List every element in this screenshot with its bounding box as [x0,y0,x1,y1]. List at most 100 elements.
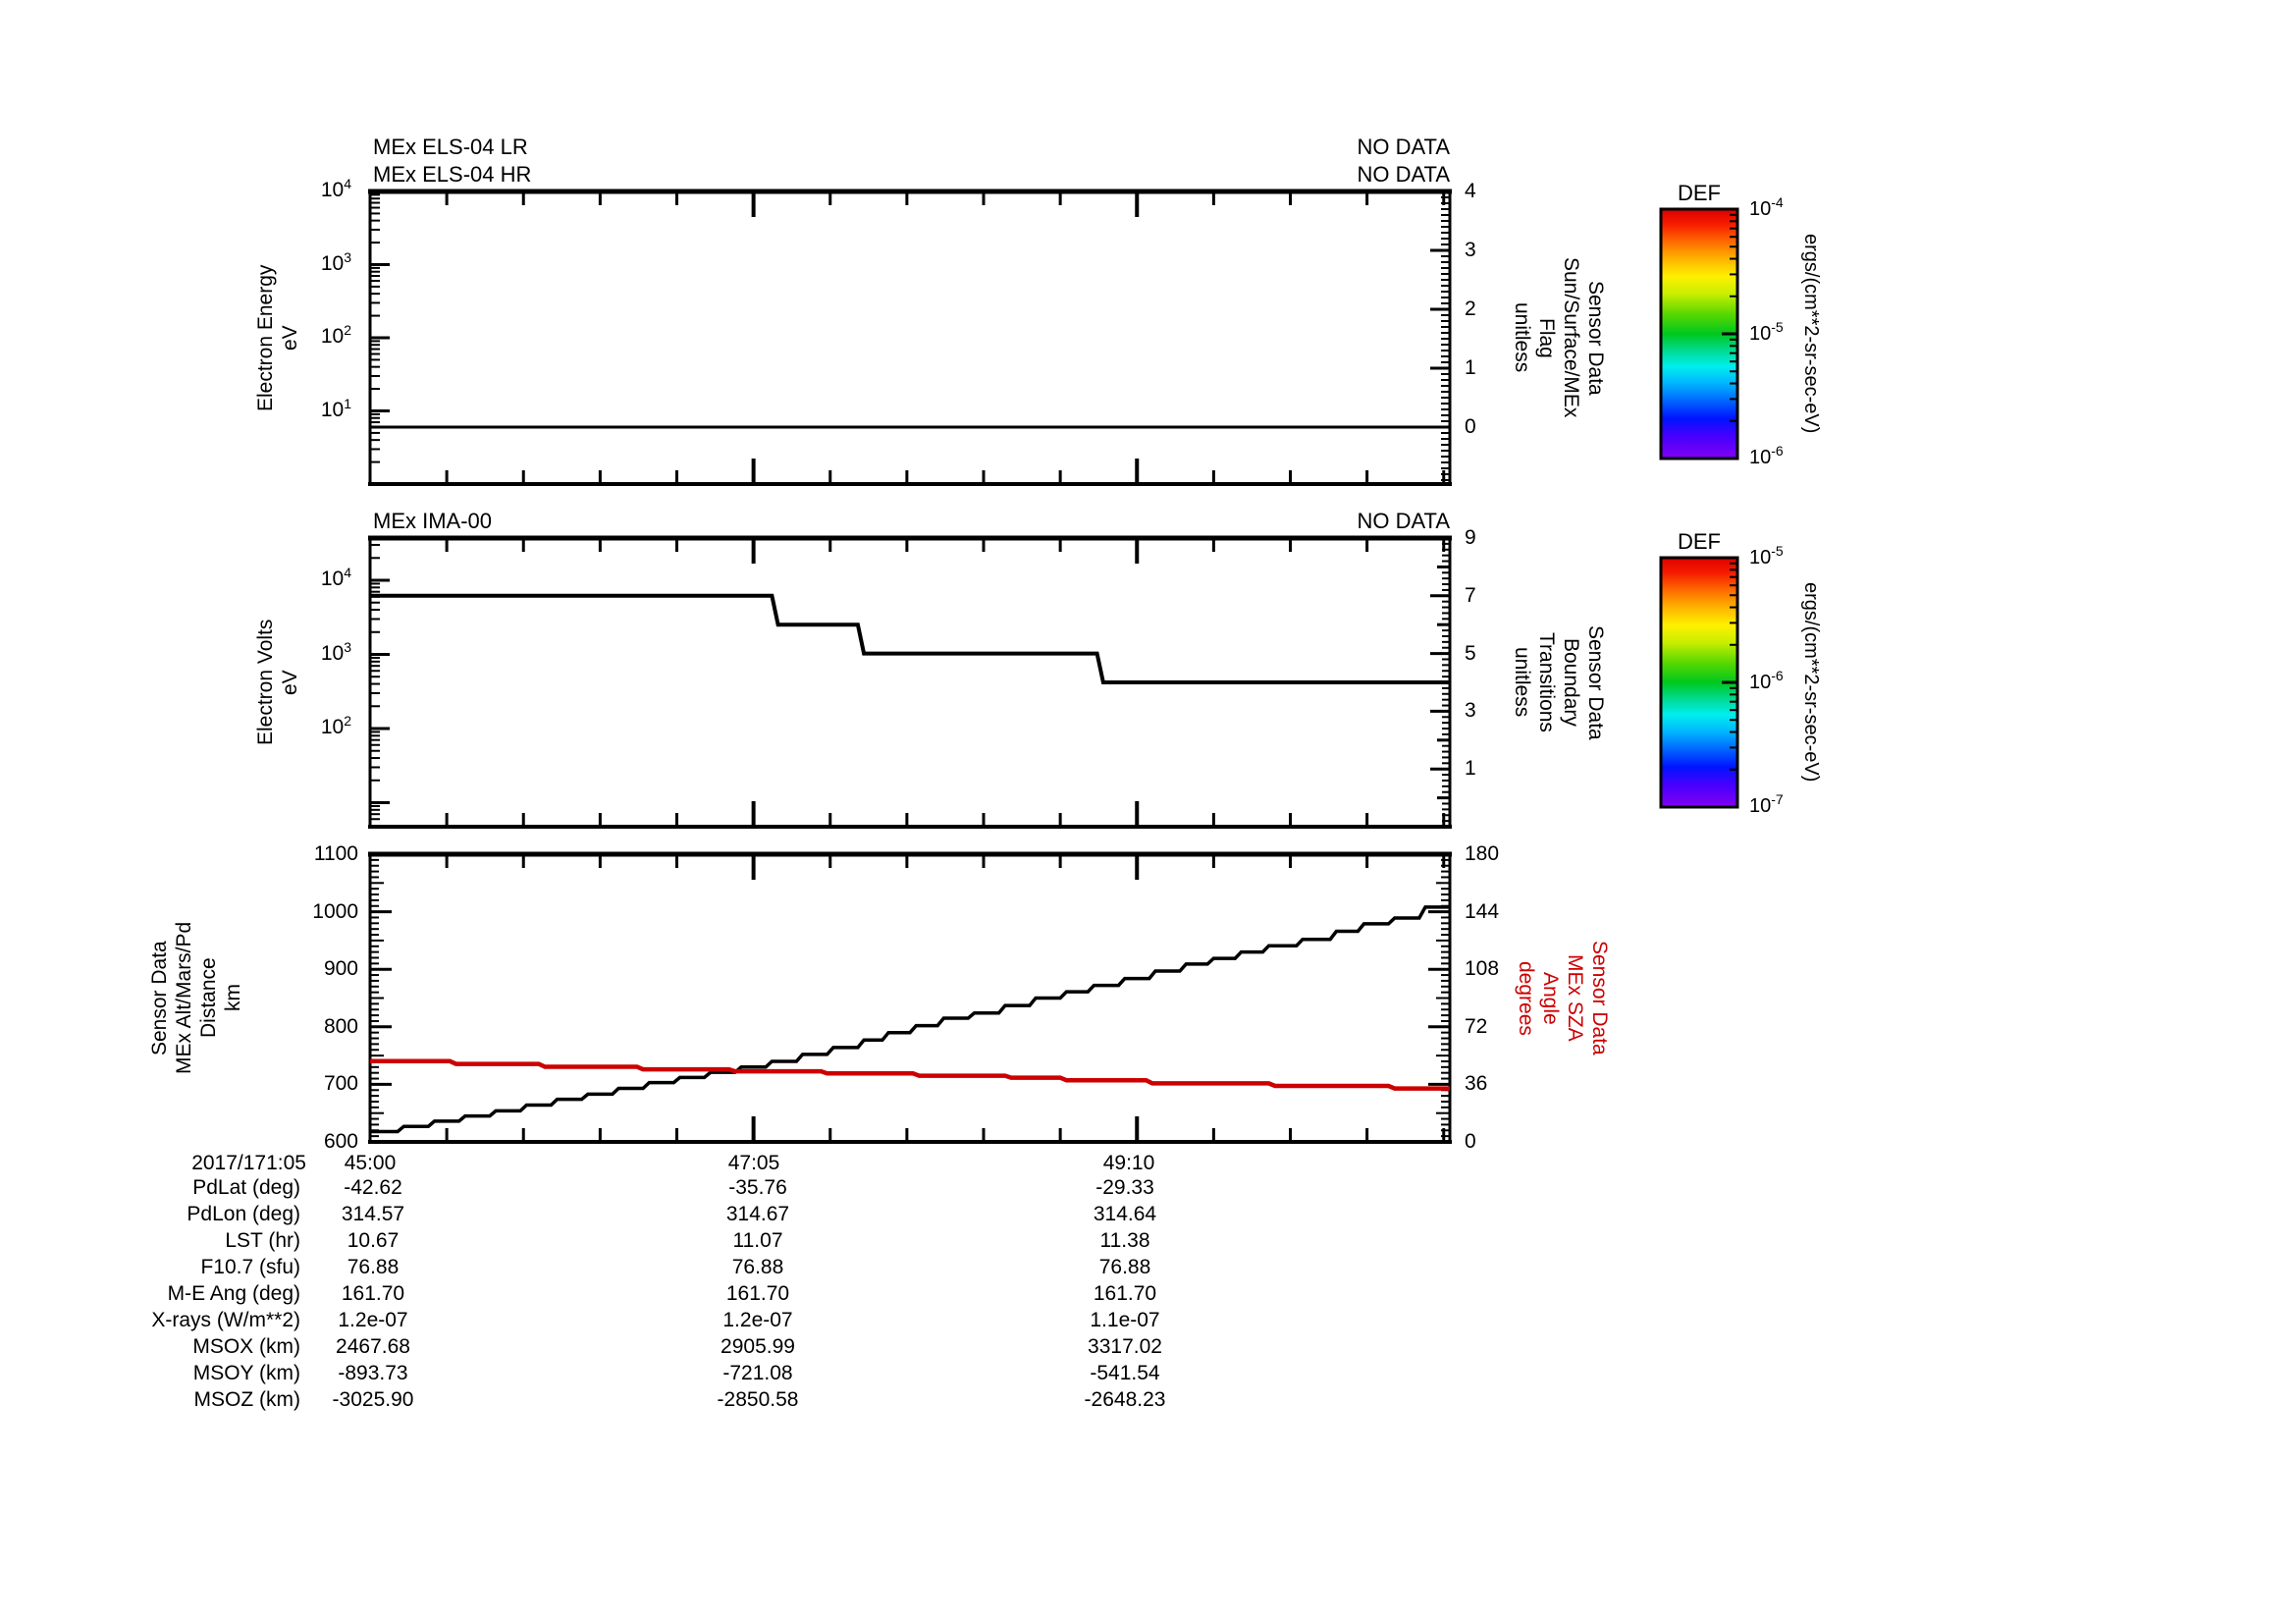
tick-label-part: 10 [320,568,345,590]
els-right-tick-label: 2 [1465,298,1476,320]
colorbar-tick-label: 10-6 [1749,443,1784,471]
axis-label-line: Angle [1539,971,1562,1025]
tick-label-part: 10 [320,179,345,201]
alt-right-tick-label: 36 [1465,1072,1488,1096]
ima-left-tick-label: 102 [320,713,351,741]
table-row-label: X-rays (W/m**2) [151,1309,300,1331]
tick-label-part: 3 [344,638,351,655]
tick-label-part: 4 [344,565,351,580]
table-cell: -2648.23 [1084,1388,1166,1411]
axis-label-line: Sensor Data [1588,941,1611,1055]
ima-left-tick-label: 103 [320,638,351,668]
axis-label-line: Boundary [1560,638,1582,727]
alt-left-tick-label: 1100 [313,842,358,865]
tick-label-part: 10 [1749,547,1772,568]
axis-label-line: Sensor Data [148,941,171,1055]
panel-title-ima: MEx IMA-00 [373,509,493,533]
series-boundary-transitions [370,593,1450,684]
tick-label-part: 1 [344,395,351,411]
els-left-tick-label: 104 [320,176,351,204]
tick-label-part: 2 [344,713,351,729]
alt-left-tick-label: 700 [323,1072,358,1096]
no-data-label: NO DATA [1357,162,1450,187]
axis-label-line: Sensor Data [1584,624,1607,740]
els-left-tick-label: 103 [321,248,351,278]
alt-right-tick-label: 180 [1465,841,1500,865]
axis-label-line: Sun/Surface/MEx [1560,257,1582,418]
axis-label-line: MEx SZA [1564,954,1586,1042]
alt-left-tick-label: 800 [323,1014,358,1038]
ima-right-axis-label: Sensor Data Boundary Transitions unitles… [1510,538,1608,827]
tick-label-part: 10 [320,398,345,421]
axis-label-line: Electron Energy [254,264,277,411]
table-row-label: F10.7 (sfu) [200,1256,300,1278]
series-mex-sza [370,1058,1450,1091]
table-cell: 1.2e-07 [722,1309,793,1331]
table-cell: 314.64 [1093,1203,1157,1225]
els-right-tick-label: 1 [1465,356,1476,379]
tick-label-part: 10 [1749,323,1772,345]
els-right-tick-label: 4 [1465,180,1476,202]
tick-label-part: 4 [344,176,351,191]
x-tick-label: 49:10 [1102,1152,1155,1174]
alt-right-tick-label: 144 [1465,899,1500,923]
alt-right-tick-label: 108 [1465,957,1500,981]
table-cell: -893.73 [338,1362,408,1384]
table-row-label: MSOX (km) [192,1335,300,1358]
axis-label-line: Distance [197,957,220,1039]
axis-label-line: MEx Alt/Mars/Pd [173,921,195,1075]
colorbar-tick-label: 10-5 [1749,543,1784,571]
no-data-label: NO DATA [1357,135,1450,159]
tick-label-part: -4 [1771,194,1784,210]
tick-label-part: 10 [320,325,345,348]
axis-label-line: unitless [1511,647,1533,718]
els-left-tick-label: 102 [320,322,351,351]
colorbar-units-line: ergs/(cm**2-sr-sec-eV) [1800,582,1822,783]
table-cell: 76.88 [347,1256,400,1278]
table-cell: -721.08 [722,1362,793,1384]
ima-right-tick-label: 1 [1465,757,1476,781]
tick-label-part: 10 [320,716,345,738]
panel-title-els-hr: MEx ELS-04 HR [373,162,532,187]
table-cell: 2467.68 [336,1335,410,1358]
alt-left-tick-label: 600 [323,1130,358,1153]
table-row-label: M-E Ang (deg) [167,1282,300,1305]
ima-left-axis-label: Electron Volts eV [253,538,302,827]
table-cell: 1.2e-07 [338,1309,408,1331]
table-cell: 11.38 [1099,1229,1150,1252]
axis-label-line: Electron Volts [254,619,277,746]
tick-label-part: 10 [320,641,345,665]
table-cell: -541.54 [1090,1362,1160,1384]
colorbar-tick-label: 10-7 [1749,791,1784,820]
tick-label-part: 3 [344,248,351,265]
axis-label-line: Flag [1535,317,1558,358]
alt-left-tick-label: 900 [323,957,358,981]
tick-label-part: 10 [1749,198,1772,220]
alt-left-tick-label: 1000 [312,899,358,923]
table-cell: 161.70 [725,1282,790,1305]
table-cell: 1.1e-07 [1090,1309,1160,1331]
x-tick-label: 47:05 [727,1152,780,1174]
ima-right-tick-label: 7 [1465,583,1476,607]
tick-label-part: 10 [1749,447,1772,468]
alt-left-axis-label: Sensor Data MEx Alt/Mars/Pd Distance km [147,854,245,1142]
no-data-label: NO DATA [1357,509,1450,533]
table-cell: -35.76 [728,1176,787,1199]
table-cell: 3317.02 [1088,1335,1162,1358]
tick-label-part: 10 [1749,672,1772,693]
colorbar-tick-label: 10-5 [1749,319,1784,348]
colorbar-tick-label: 10-4 [1749,194,1784,223]
els-right-tick-label: 3 [1465,239,1476,261]
axis-label-line: eV [279,325,301,351]
table-cell: -3025.90 [332,1388,414,1411]
els-left-tick-label: 101 [320,395,351,424]
ima-left-tick-label: 104 [320,565,351,593]
axis-label-line: unitless [1511,302,1533,373]
table-row-label: PdLat (deg) [192,1176,300,1199]
colorbar-units: ergs/(cm**2-sr-sec-eV) [1798,520,1823,844]
ima-right-tick-label: 5 [1465,641,1476,665]
table-cell: 76.88 [1098,1256,1151,1278]
axis-label-line: degrees [1515,960,1537,1036]
